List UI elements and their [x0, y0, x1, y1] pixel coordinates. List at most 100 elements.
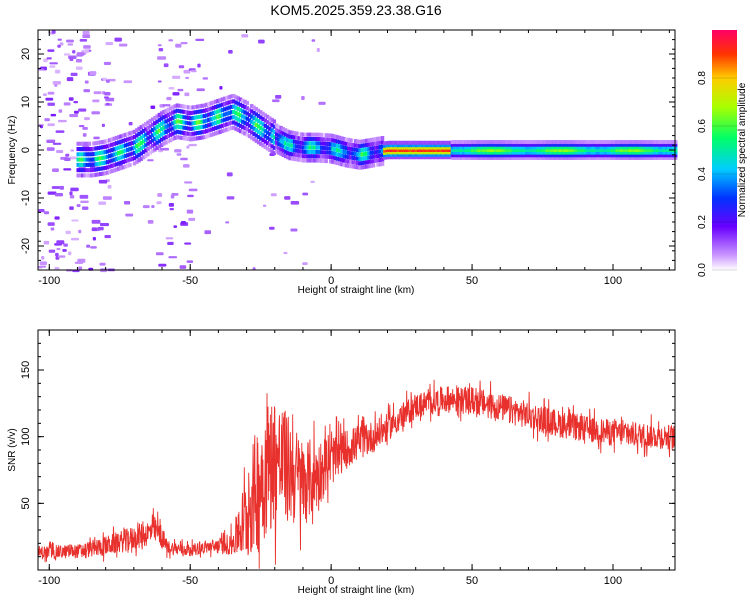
spectrogram-cell — [338, 161, 342, 166]
spectrogram-cell — [132, 156, 137, 161]
spectrogram-cell — [54, 216, 60, 220]
spectrogram-cell — [495, 140, 500, 145]
spectrogram-cell — [403, 140, 407, 145]
spectrogram-cell — [195, 125, 200, 130]
spectrogram-cell — [105, 97, 115, 102]
colorbar: 0.00.20.40.60.8 Normalized spectral ampl… — [697, 30, 748, 277]
spectrogram-cell — [547, 148, 552, 152]
spectrogram-cell — [256, 129, 261, 134]
spectrogram-cell — [385, 150, 389, 155]
spectrogram-cell — [52, 142, 62, 145]
spectrogram-cell — [531, 155, 536, 160]
spectrogram-cell — [166, 139, 171, 144]
spectrogram-cell — [144, 148, 148, 153]
spectrogram-cell — [583, 142, 588, 147]
spectrogram-cell — [47, 49, 55, 52]
spectrogram-cell — [622, 150, 626, 155]
figure-title: KOM5.2025.359.23.38.G16 — [270, 2, 441, 18]
spectrogram-cell — [144, 143, 148, 148]
spectrogram-cell — [226, 196, 235, 200]
spectrogram-cell — [520, 145, 525, 150]
spectrogram-cell — [574, 145, 579, 150]
spectrogram-cell — [85, 157, 89, 162]
spectrogram-cell — [216, 98, 220, 103]
spectrogram-cell — [123, 138, 128, 143]
colorbar-gradient — [712, 30, 737, 270]
spectrogram-cell — [486, 148, 491, 152]
spectrogram-cell — [655, 145, 660, 150]
spectrogram-cell — [552, 140, 556, 145]
spectrogram-cell — [76, 173, 80, 178]
spectrogram-cell — [545, 145, 549, 150]
spectrogram-cell — [132, 135, 137, 140]
spectrogram-cell — [649, 142, 653, 147]
spectrogram-cell — [89, 168, 94, 173]
spectrogram-cell — [653, 145, 658, 150]
spectrogram-cell — [556, 142, 561, 147]
spectrogram-cell — [394, 148, 398, 152]
spectrogram-cell — [110, 158, 114, 163]
spectrogram-cell — [94, 141, 98, 146]
spectrogram-cell — [518, 145, 522, 150]
spectrogram-cell — [448, 145, 452, 150]
spectrogram-cell — [128, 121, 133, 126]
spectrogram-cell — [599, 140, 603, 145]
spectrogram-cell — [444, 152, 448, 157]
spectrogram-cell — [186, 105, 191, 110]
spectrogram-cell — [624, 148, 628, 152]
spectrogram-cell — [252, 110, 256, 115]
spectrogram-cell — [642, 145, 646, 150]
spectrogram-cell — [268, 121, 272, 126]
spectrogram-cell — [534, 153, 538, 158]
spectrogram-cell — [241, 103, 245, 108]
spectrogram-cell — [308, 145, 313, 150]
spectrogram-cell — [157, 123, 162, 128]
spectrogram-cell — [259, 115, 263, 120]
spectrogram-cell — [613, 145, 617, 150]
spectrogram-cell — [306, 141, 310, 146]
spectrogram-cell — [121, 133, 125, 138]
spectrogram-cell — [516, 155, 520, 160]
spectrogram-cell — [387, 148, 392, 152]
spectrogram-cell — [464, 150, 468, 155]
spectrogram-cell — [493, 142, 498, 147]
spectrogram-cell — [308, 154, 313, 159]
spectrogram-cell — [220, 129, 225, 134]
spectrogram-cell — [525, 150, 529, 155]
snr-marks — [37, 379, 676, 569]
spectrogram-cell — [261, 127, 265, 132]
spectrogram-cell — [272, 151, 277, 156]
spectrogram-cell — [356, 139, 360, 144]
spectrogram-cell — [59, 185, 64, 190]
spectrogram-cell — [554, 145, 558, 150]
spectrogram-cell — [520, 150, 525, 155]
spectrogram-cell — [568, 150, 572, 155]
spectrogram-cell — [195, 120, 200, 125]
spectrogram-cell — [225, 116, 229, 121]
spectrogram-cell — [202, 135, 207, 140]
spectrogram-cell — [265, 120, 270, 125]
spectrogram-cell — [247, 128, 252, 133]
spectrogram-cell — [653, 148, 658, 152]
spectrogram-cell — [504, 150, 509, 155]
spectrogram-cell — [295, 135, 299, 140]
spectrogram-cell — [475, 142, 479, 147]
spectrogram-cell — [655, 148, 660, 152]
spectrogram-cell — [216, 125, 220, 130]
spectrogram-cell — [132, 145, 137, 150]
colorbar-tick-label: 0.8 — [697, 71, 708, 85]
spectrogram-cell — [495, 155, 500, 160]
spectrogram-cell — [304, 132, 308, 137]
spectrogram-cell — [168, 202, 174, 207]
spectrogram-cell — [414, 145, 419, 150]
spectrogram-cell — [331, 146, 335, 151]
spectrogram-cell — [290, 135, 295, 140]
spectrogram-cell — [243, 115, 247, 120]
spectrogram-cell — [301, 158, 306, 163]
spectrogram-cell — [489, 150, 493, 155]
spectrogram-cell — [425, 143, 430, 148]
spectrogram-cell — [268, 142, 272, 147]
spectrogram-cell — [401, 155, 405, 160]
spectrogram-cell — [108, 148, 112, 153]
spectrogram-cell — [57, 255, 66, 258]
